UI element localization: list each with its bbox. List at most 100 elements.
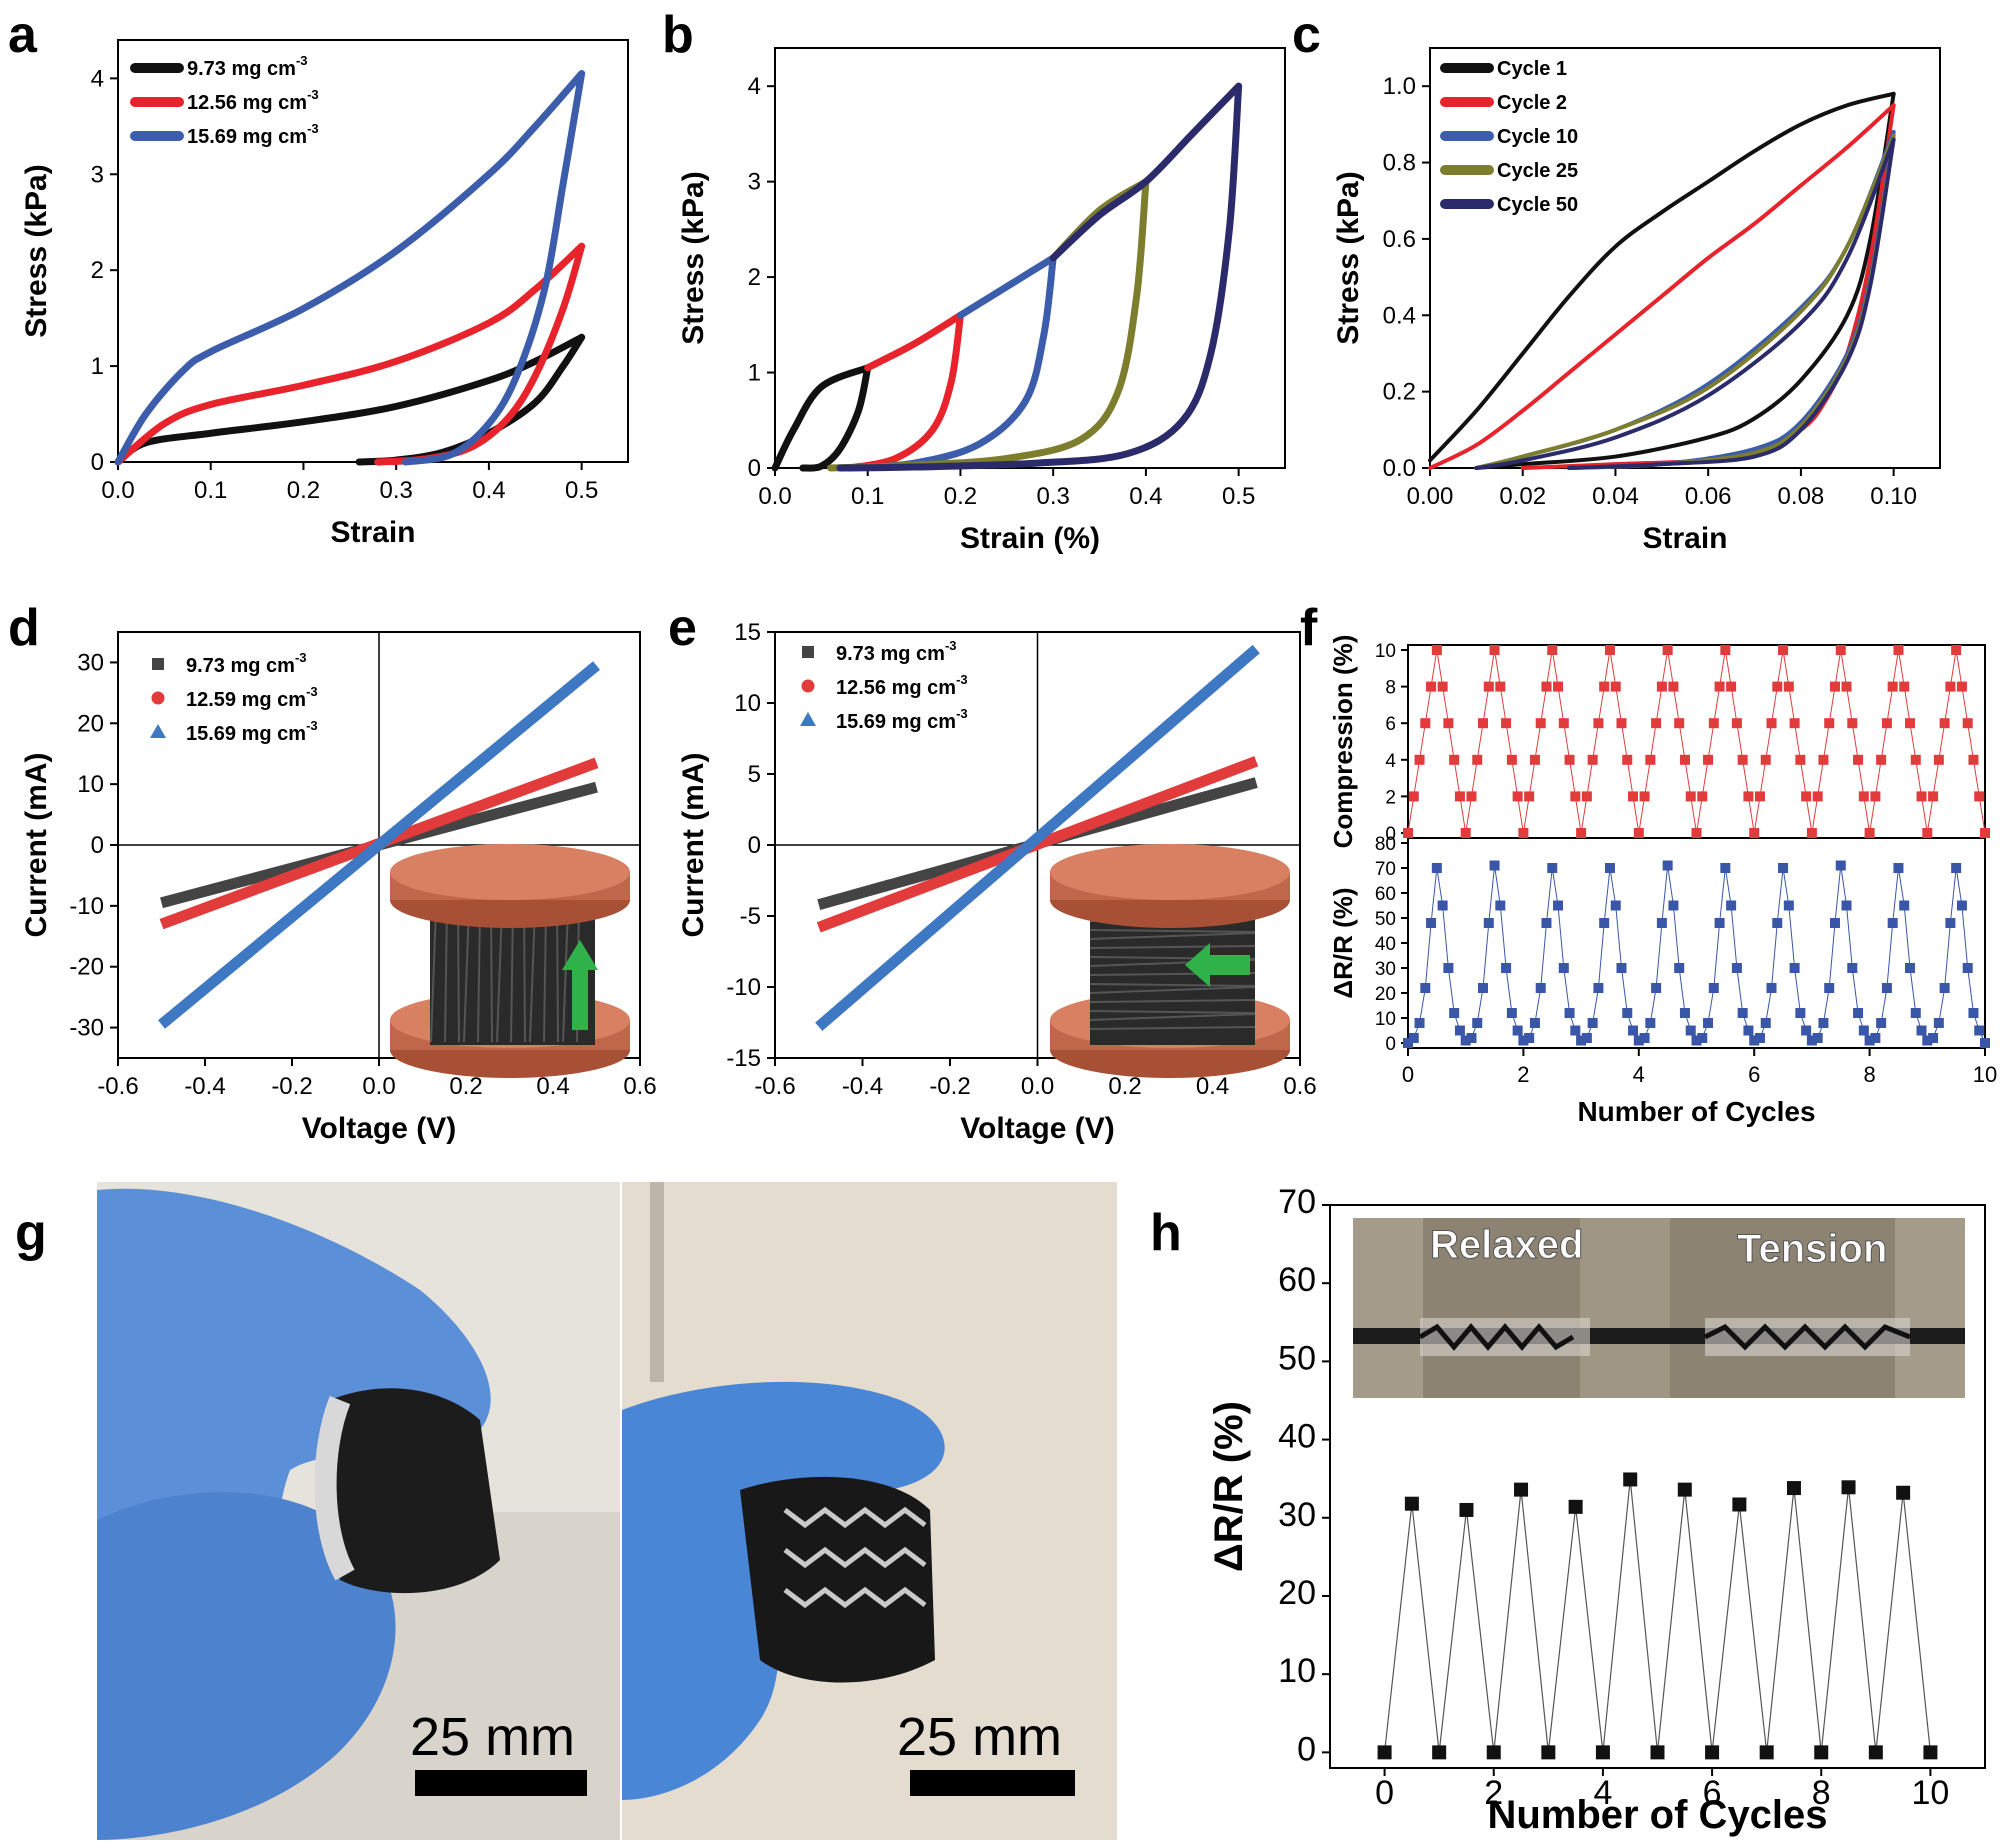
y-tick-label: 8 [1385,678,1396,699]
data-point [1928,791,1939,802]
legend-label: 12.56 mg cm-3 [836,672,968,699]
direction-arrow-icon [1185,943,1250,987]
y-tick-label: 0 [748,455,761,482]
inset-e-device-illustration [1050,844,1290,1078]
data-point [1847,718,1858,729]
data-point [1968,754,1979,765]
y-tick-label: 10 [1375,641,1396,662]
plot-frame [774,47,1286,469]
x-tick-label: 0.10 [1870,483,1917,510]
data-point [1896,1485,1911,1500]
x-axis-label: Strain [1642,522,1727,555]
data-point [1656,681,1667,692]
x-tick-label: 6 [1748,1062,1760,1087]
data-point [1922,1035,1933,1046]
data-point [1814,1745,1829,1760]
y-tick-label: 60 [1278,1261,1316,1299]
data-point [1714,681,1725,692]
iv-series-line [815,644,1260,1031]
y-tick-label: 20 [1278,1574,1316,1612]
x-tick-label: 2 [1517,1062,1529,1087]
chart-f-compression-response: 0 2 4 6 8 10 Number of Cycles 0 2 4 6 8 10 Compressio… [1328,635,1997,1127]
y-axis-label: ΔR/R (%) [1207,1401,1251,1572]
data-point [1904,963,1915,973]
fiber-line [457,907,460,1043]
y-tick-label: 20 [1375,984,1396,1005]
data-point [1795,754,1806,765]
series-loading-curve [114,242,586,466]
data-point [1651,983,1662,993]
data-point [1899,681,1910,692]
legend-marker-square [152,658,164,670]
series-unloading-curve [836,82,1243,472]
series-unloading-curve [1567,130,1896,470]
data-point [1841,681,1852,692]
data-point [1662,860,1673,871]
data-point [1968,1008,1979,1018]
chart-c-stress-strain-cycles: 0.00 0.02 0.04 0.06 0.08 0.10 0.0 0.2 0.4 0.6 0.8 1… [1332,47,1941,555]
data-point [1674,963,1685,973]
data-point [1778,645,1789,655]
data-point [1483,681,1494,692]
x-tick-label: 0.00 [1407,483,1454,510]
data-point [1501,963,1512,973]
data-point [1876,1018,1887,1028]
data-point [1679,1008,1690,1018]
chart-d-iv-curves: -0.6 -0.4 -0.2 0.0 0.2 0.4 0.6 -30 -20 -10 0 10 20 30… [20,631,657,1145]
photo-g-left-scale-label: 25 mm [410,1707,575,1767]
y-tick-label: 50 [1278,1339,1316,1377]
x-tick-label: 8 [1812,1774,1831,1812]
data-point [1737,1008,1748,1018]
data-point [1974,1025,1985,1036]
data-point [1760,1018,1771,1028]
data-point [1691,828,1702,838]
data-point [1483,918,1494,928]
y-tick-label: 3 [748,169,761,196]
x-tick-label: 0.4 [1129,483,1162,510]
data-point [1420,718,1431,729]
data-point [1437,900,1448,911]
x-tick-label: 0.6 [1283,1073,1316,1100]
x-tick-label: 0.02 [1499,483,1546,510]
data-point [1731,963,1742,973]
x-tick-label: -0.6 [97,1073,138,1100]
data-point [1558,963,1569,973]
legend-label: Cycle 25 [1497,160,1578,182]
data-point [1524,791,1535,802]
y-tick-label: 0.6 [1383,226,1416,253]
data-point [1414,1018,1425,1028]
x-tick-label: 0.0 [101,477,134,504]
data-point [1529,1018,1540,1028]
x-axis-label: Number of Cycles [1487,1793,1827,1837]
x-tick-label: 0.5 [565,477,598,504]
series-loading-curve [114,70,586,466]
y-tick-label: 3 [91,161,104,188]
data-point [1864,828,1875,838]
data-point [1835,645,1846,655]
y-tick-label: 5 [748,761,761,788]
x-tick-label: 0.2 [449,1073,482,1100]
data-point [1633,1035,1644,1046]
y-tick-label: 30 [1278,1496,1316,1534]
data-point [1962,963,1973,973]
data-point [1403,1038,1413,1048]
data-point [1956,900,1967,911]
data-point [1514,1482,1529,1497]
data-point [1576,1035,1587,1046]
data-point [1431,863,1442,873]
data-point [1893,863,1904,873]
data-point [1604,863,1615,873]
series-loading-curve [1474,137,1896,470]
x-tick-label: 0.0 [362,1073,395,1100]
y-tick-label: 60 [1375,884,1396,905]
data-point [1922,828,1933,838]
data-point [1910,1008,1921,1018]
data-point [1778,863,1789,873]
y-tick-label: 80 [1375,834,1396,855]
data-point [1789,718,1800,729]
x-tick-label: 0 [1375,1774,1394,1812]
direction-arrow-icon [562,940,598,1030]
fiber-line [543,907,547,1043]
legend-label: Cycle 2 [1497,92,1567,114]
